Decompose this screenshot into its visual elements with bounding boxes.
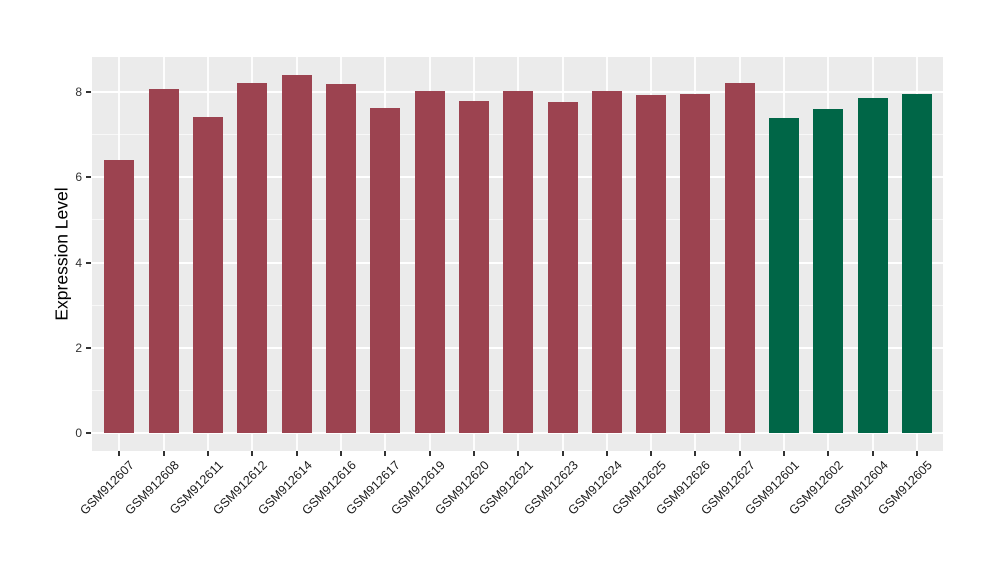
bar-GSM912625	[636, 95, 667, 434]
x-tick-mark	[384, 451, 387, 456]
x-tick-mark	[206, 451, 209, 456]
y-tick-label: 6	[75, 170, 82, 185]
y-tick-mark	[86, 90, 91, 93]
x-tick-mark	[428, 451, 431, 456]
plot-panel	[92, 57, 943, 451]
x-tick-mark	[916, 451, 919, 456]
x-tick-mark	[694, 451, 697, 456]
y-tick-label: 4	[75, 255, 82, 270]
x-tick-mark	[118, 451, 121, 456]
bar-GSM912619	[414, 90, 445, 434]
bar-GSM912608	[148, 88, 179, 434]
x-tick-mark	[783, 451, 786, 456]
y-tick-label: 8	[75, 84, 82, 99]
x-tick-mark	[827, 451, 830, 456]
y-tick-label: 0	[75, 426, 82, 441]
bar-GSM912624	[591, 90, 622, 434]
y-axis-title: Expression Level	[51, 187, 72, 321]
bar-GSM912617	[370, 108, 401, 434]
x-tick-mark	[517, 451, 520, 456]
bar-GSM912627	[724, 83, 755, 434]
y-tick-label: 2	[75, 340, 82, 355]
x-tick-mark	[339, 451, 342, 456]
bar-GSM912623	[547, 102, 578, 434]
x-tick-mark	[605, 451, 608, 456]
x-tick-label-GSM912605: GSM912605	[875, 458, 935, 518]
y-tick-mark	[86, 432, 91, 435]
y-tick-mark	[86, 346, 91, 349]
x-tick-mark	[162, 451, 165, 456]
x-tick-mark	[871, 451, 874, 456]
x-tick-mark	[650, 451, 653, 456]
bar-GSM912607	[104, 159, 135, 434]
bar-GSM912611	[192, 117, 223, 434]
y-tick-mark	[86, 261, 91, 264]
bar-GSM912612	[237, 82, 268, 434]
bar-GSM912602	[813, 109, 844, 434]
bar-GSM912616	[325, 84, 356, 434]
x-tick-mark	[561, 451, 564, 456]
x-tick-mark	[295, 451, 298, 456]
bar-GSM912601	[769, 117, 800, 434]
bar-GSM912605	[902, 93, 933, 434]
bar-GSM912604	[857, 97, 888, 434]
bar-GSM912614	[281, 74, 312, 434]
bar-GSM912620	[458, 100, 489, 434]
x-tick-mark	[472, 451, 475, 456]
bar-GSM912621	[503, 90, 534, 434]
x-tick-mark	[738, 451, 741, 456]
x-tick-mark	[251, 451, 254, 456]
y-tick-mark	[86, 176, 91, 179]
bar-GSM912626	[680, 93, 711, 434]
